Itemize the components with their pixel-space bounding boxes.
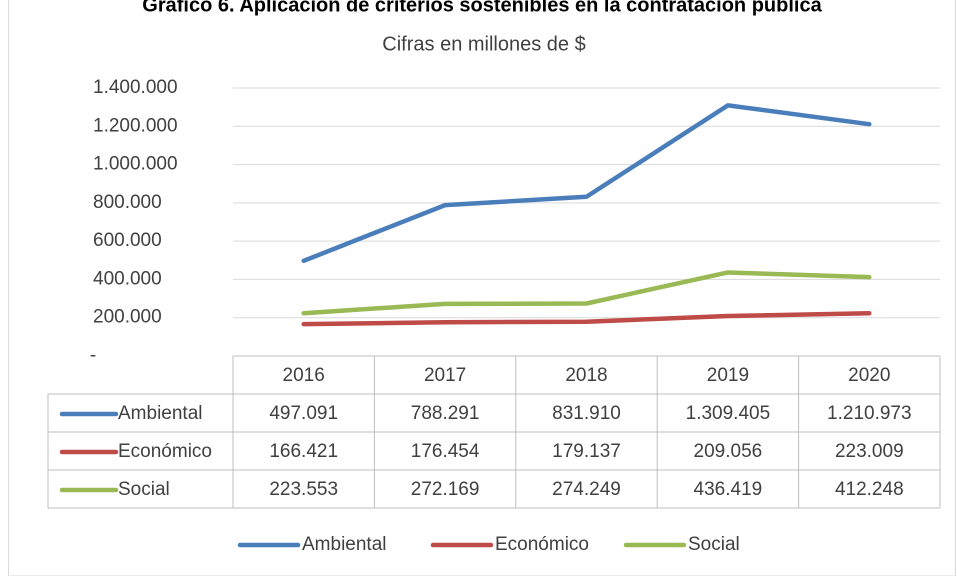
series-line (301, 311, 872, 327)
series-line (301, 270, 872, 316)
table-cell: 274.249 (552, 479, 621, 500)
legend-label: Social (688, 534, 740, 555)
table-cell: 412.248 (835, 479, 904, 500)
table-cell: 1.309.405 (686, 403, 771, 424)
table-cell: 223.009 (835, 441, 904, 462)
table-cell: 831.910 (552, 403, 621, 424)
series-line (301, 103, 872, 264)
chart-subtitle: Cifras en millones de $ (382, 33, 585, 55)
x-tick-label: 2019 (707, 365, 749, 386)
y-tick-label: 600.000 (93, 230, 162, 251)
x-tick-label: 2016 (283, 365, 325, 386)
y-tick-label: 200.000 (93, 307, 162, 328)
table-cell: 223.553 (269, 479, 338, 500)
chart-title: Gráfico 6. Aplicación de criterios soste… (142, 0, 822, 16)
y-tick-label: 1.200.000 (93, 115, 178, 136)
table-cell: 436.419 (694, 479, 763, 500)
x-tick-label: 2020 (848, 365, 890, 386)
x-tick-label: 2018 (565, 365, 607, 386)
chart-border (8, 0, 956, 576)
table-cell: 209.056 (694, 441, 763, 462)
table-cell: 1.210.973 (827, 403, 912, 424)
table-cell: 497.091 (269, 403, 338, 424)
y-tick-label: 1.000.000 (93, 154, 178, 175)
legend-label: Ambiental (302, 534, 387, 555)
table-cell: 272.169 (411, 479, 480, 500)
table-cell: 166.421 (269, 441, 338, 462)
legend-label: Económico (495, 534, 589, 555)
table-row-label: Económico (118, 441, 212, 462)
y-tick-label: 400.000 (93, 268, 162, 289)
x-tick-label: 2017 (424, 365, 466, 386)
table-row-label: Social (118, 479, 170, 500)
table-cell: 788.291 (411, 403, 480, 424)
y-tick-label: 1.400.000 (93, 77, 178, 98)
table-cell: 179.137 (552, 441, 621, 462)
y-tick-label: - (90, 345, 96, 366)
table-row-label: Ambiental (118, 403, 203, 424)
y-tick-label: 800.000 (93, 192, 162, 213)
table-cell: 176.454 (411, 441, 480, 462)
